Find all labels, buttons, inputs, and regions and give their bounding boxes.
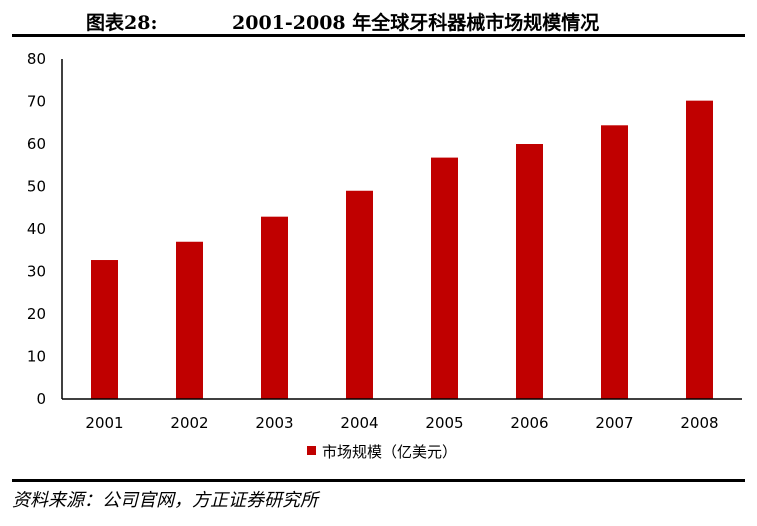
y-tick-label: 80 — [27, 50, 46, 68]
y-tick-label: 70 — [27, 93, 46, 111]
bar — [601, 125, 628, 400]
x-axis-ticks: 2001 2002 2003 2004 2005 2006 2007 2008 — [85, 414, 718, 432]
bottom-rule — [12, 479, 745, 482]
bar — [91, 260, 118, 399]
x-tick-label: 2007 — [595, 414, 633, 432]
y-tick-label: 50 — [27, 178, 46, 196]
y-tick-label: 20 — [27, 305, 46, 323]
x-tick-label: 2002 — [170, 414, 208, 432]
figure-title: 2001-2008 年全球牙科器械市场规模情况 — [232, 12, 600, 34]
y-tick-label: 60 — [27, 135, 46, 153]
x-tick-label: 2008 — [680, 414, 718, 432]
figure-header: 图表28: 2001-2008 年全球牙科器械市场规模情况 — [12, 4, 745, 34]
source-note: 资料来源：公司官网，方正证券研究所 — [12, 490, 318, 511]
figure-label: 图表28: — [86, 12, 158, 34]
y-tick-label: 30 — [27, 263, 46, 281]
bar — [431, 157, 458, 399]
x-tick-label: 2003 — [255, 414, 293, 432]
y-tick-label: 10 — [27, 348, 46, 366]
bar — [346, 190, 373, 399]
bar — [176, 241, 203, 399]
y-tick-label: 0 — [36, 390, 46, 408]
x-tick-label: 2004 — [340, 414, 378, 432]
bar — [516, 144, 543, 399]
legend-label: 市场规模（亿美元） — [322, 443, 457, 461]
bar — [686, 100, 713, 400]
legend-swatch — [307, 446, 316, 455]
y-tick-label: 40 — [27, 220, 46, 238]
x-tick-label: 2001 — [85, 414, 123, 432]
bars — [91, 100, 713, 400]
bar — [261, 216, 288, 399]
top-rule — [12, 34, 745, 37]
y-axis-ticks: 0 10 20 30 40 50 60 70 80 — [27, 50, 46, 408]
legend: 市场规模（亿美元） — [307, 443, 457, 461]
x-tick-label: 2006 — [510, 414, 548, 432]
x-tick-label: 2005 — [425, 414, 463, 432]
